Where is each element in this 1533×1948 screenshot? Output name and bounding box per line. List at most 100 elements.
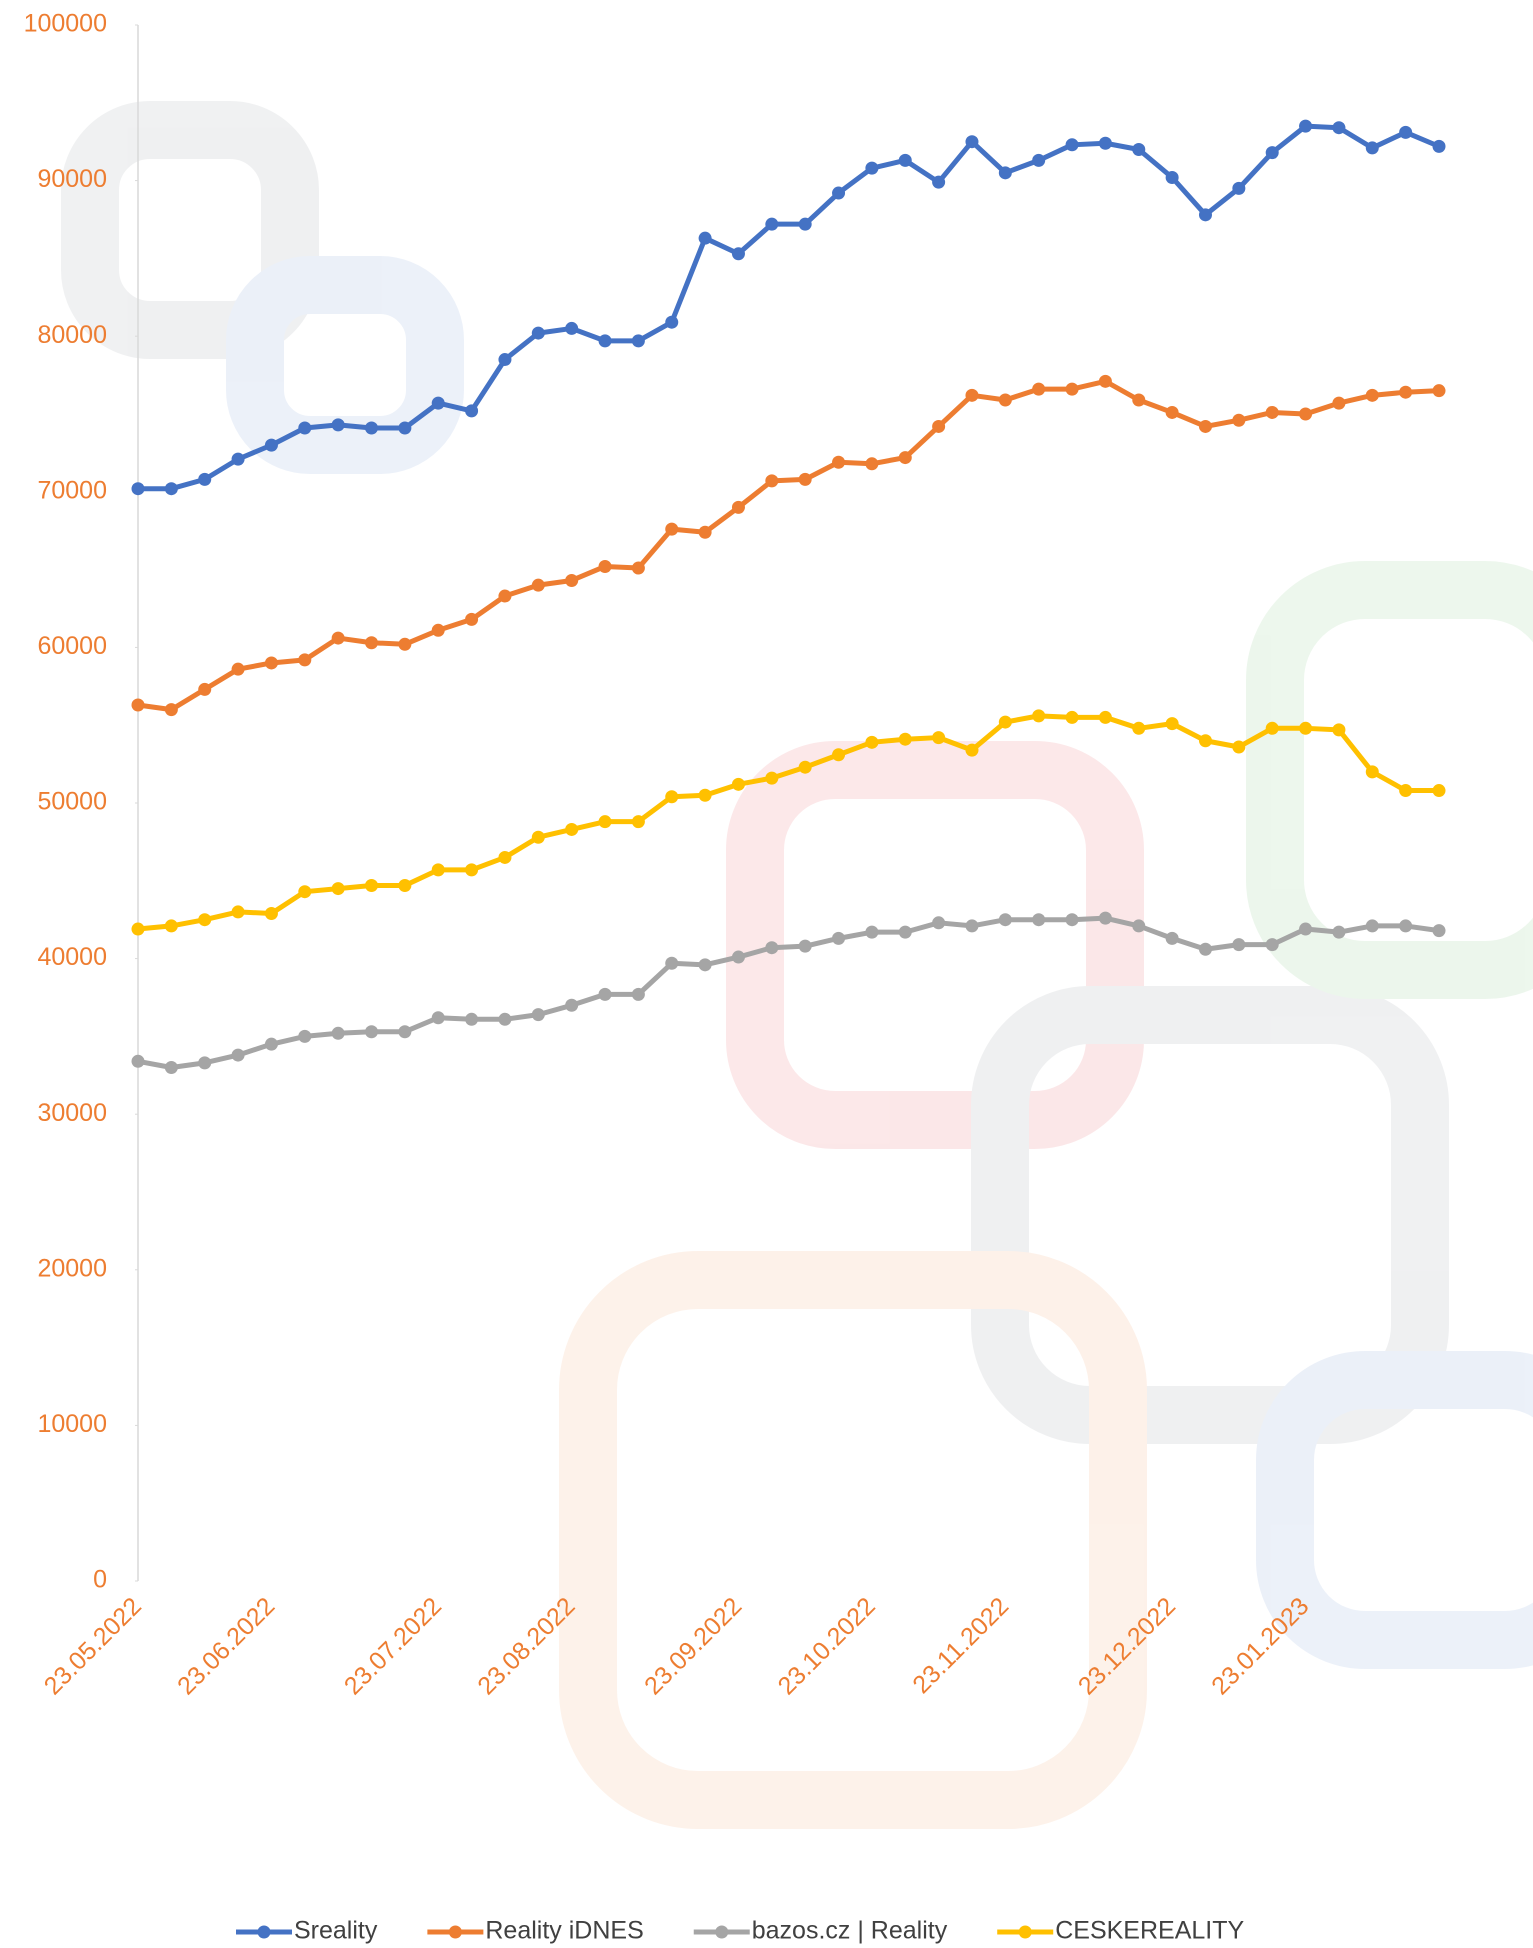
data-point <box>1065 138 1079 152</box>
data-point <box>365 878 379 892</box>
data-point <box>1399 385 1413 399</box>
data-point <box>1399 919 1413 933</box>
data-point <box>698 958 712 972</box>
data-point <box>1098 374 1112 388</box>
data-point <box>264 438 278 452</box>
data-point <box>365 636 379 650</box>
legend-item: bazos.cz | Reality <box>693 1917 948 1945</box>
data-point <box>898 925 912 939</box>
data-point <box>631 561 645 575</box>
data-point <box>832 748 846 762</box>
y-tick-label: 80000 <box>37 321 107 349</box>
data-point <box>965 135 979 149</box>
data-point <box>1198 208 1212 222</box>
data-point <box>798 760 812 774</box>
data-point <box>264 1037 278 1051</box>
y-tick-label: 20000 <box>37 1254 107 1282</box>
data-point <box>1032 153 1046 167</box>
series-line <box>137 713 1439 932</box>
data-point <box>565 573 579 587</box>
data-point <box>198 472 212 486</box>
data-point <box>798 217 812 231</box>
data-point <box>498 353 512 367</box>
data-point <box>1265 146 1279 160</box>
y-tick-label: 10000 <box>37 1410 107 1438</box>
data-point <box>431 863 445 877</box>
data-point <box>998 393 1012 407</box>
data-point <box>164 482 178 496</box>
data-point <box>498 589 512 603</box>
data-point <box>998 715 1012 729</box>
data-point <box>398 637 412 651</box>
data-point <box>1232 740 1246 754</box>
data-point <box>932 731 946 745</box>
data-point <box>164 1061 178 1075</box>
data-point <box>798 472 812 486</box>
data-point <box>631 334 645 348</box>
data-point <box>1365 141 1379 155</box>
data-point <box>1198 734 1212 748</box>
data-point <box>998 166 1012 180</box>
data-point <box>898 153 912 167</box>
data-point <box>531 326 545 340</box>
x-tick-label: 23.06.2022 <box>172 1592 280 1700</box>
x-tick-label: 23.05.2022 <box>39 1592 147 1700</box>
data-point <box>164 703 178 717</box>
data-point <box>565 321 579 335</box>
y-tick-label: 90000 <box>37 165 107 193</box>
x-tick-label: 23.01.2023 <box>1206 1592 1314 1700</box>
data-point <box>932 419 946 433</box>
data-point <box>731 777 745 791</box>
data-point <box>631 815 645 829</box>
data-point <box>365 1025 379 1039</box>
data-point <box>298 885 312 899</box>
data-point <box>1165 717 1179 731</box>
data-point <box>1332 723 1346 737</box>
data-point <box>1365 919 1379 933</box>
legend-marker <box>448 1925 462 1939</box>
data-point <box>1232 938 1246 952</box>
data-point <box>431 1011 445 1025</box>
data-point <box>665 790 679 804</box>
data-point <box>198 913 212 927</box>
data-point <box>531 578 545 592</box>
data-point <box>465 612 479 626</box>
data-point <box>965 919 979 933</box>
y-tick-label: 100000 <box>24 10 107 38</box>
data-point <box>331 1026 345 1040</box>
legend-text: bazos.cz | Reality <box>752 1917 948 1945</box>
data-point <box>1432 384 1446 398</box>
data-point <box>398 421 412 435</box>
data-point <box>765 941 779 955</box>
data-point <box>365 421 379 435</box>
legend-marker <box>257 1925 271 1939</box>
data-point <box>1132 721 1146 735</box>
data-point <box>298 421 312 435</box>
data-point <box>531 830 545 844</box>
data-point <box>1165 931 1179 945</box>
data-point <box>865 735 879 749</box>
x-tick-label: 23.09.2022 <box>639 1592 747 1700</box>
data-point <box>1365 388 1379 402</box>
data-point <box>665 315 679 329</box>
data-point <box>698 231 712 245</box>
data-point <box>1165 405 1179 419</box>
legend-item: Sreality <box>236 1917 378 1945</box>
data-point <box>431 396 445 410</box>
data-point <box>1065 913 1079 927</box>
data-point <box>798 939 812 953</box>
data-point <box>198 682 212 696</box>
data-point <box>1198 419 1212 433</box>
y-tick-label: 60000 <box>37 632 107 660</box>
data-point <box>1098 911 1112 925</box>
data-point <box>765 217 779 231</box>
data-point <box>1299 922 1313 936</box>
data-point <box>298 1029 312 1043</box>
data-point <box>731 950 745 964</box>
data-point <box>1065 382 1079 396</box>
data-point <box>1032 913 1046 927</box>
data-point <box>1065 710 1079 724</box>
data-point <box>932 175 946 189</box>
data-point <box>832 455 846 469</box>
legend-text: CESKEREALITY <box>1055 1917 1244 1945</box>
